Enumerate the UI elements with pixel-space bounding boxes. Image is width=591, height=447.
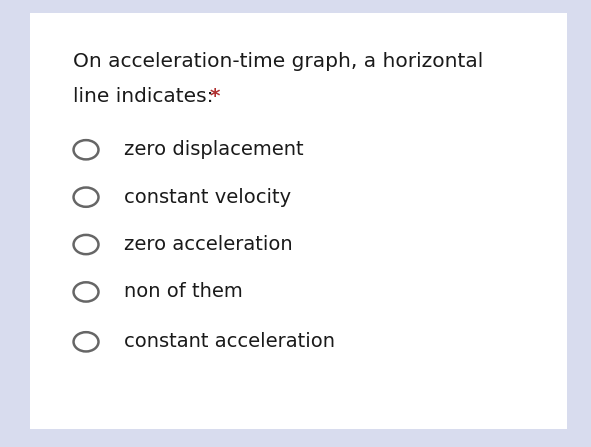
Text: zero displacement: zero displacement — [124, 140, 303, 159]
Circle shape — [73, 283, 99, 302]
Text: line indicates:: line indicates: — [73, 87, 219, 106]
Circle shape — [73, 187, 99, 207]
Text: constant velocity: constant velocity — [124, 188, 291, 207]
Text: zero acceleration: zero acceleration — [124, 235, 293, 254]
Circle shape — [73, 235, 99, 254]
Text: constant acceleration: constant acceleration — [124, 332, 335, 351]
Circle shape — [73, 332, 99, 351]
Text: On acceleration-time graph, a horizontal: On acceleration-time graph, a horizontal — [73, 52, 483, 71]
FancyBboxPatch shape — [14, 1, 583, 442]
Circle shape — [73, 140, 99, 160]
Text: *: * — [210, 87, 220, 106]
Text: non of them: non of them — [124, 283, 242, 301]
